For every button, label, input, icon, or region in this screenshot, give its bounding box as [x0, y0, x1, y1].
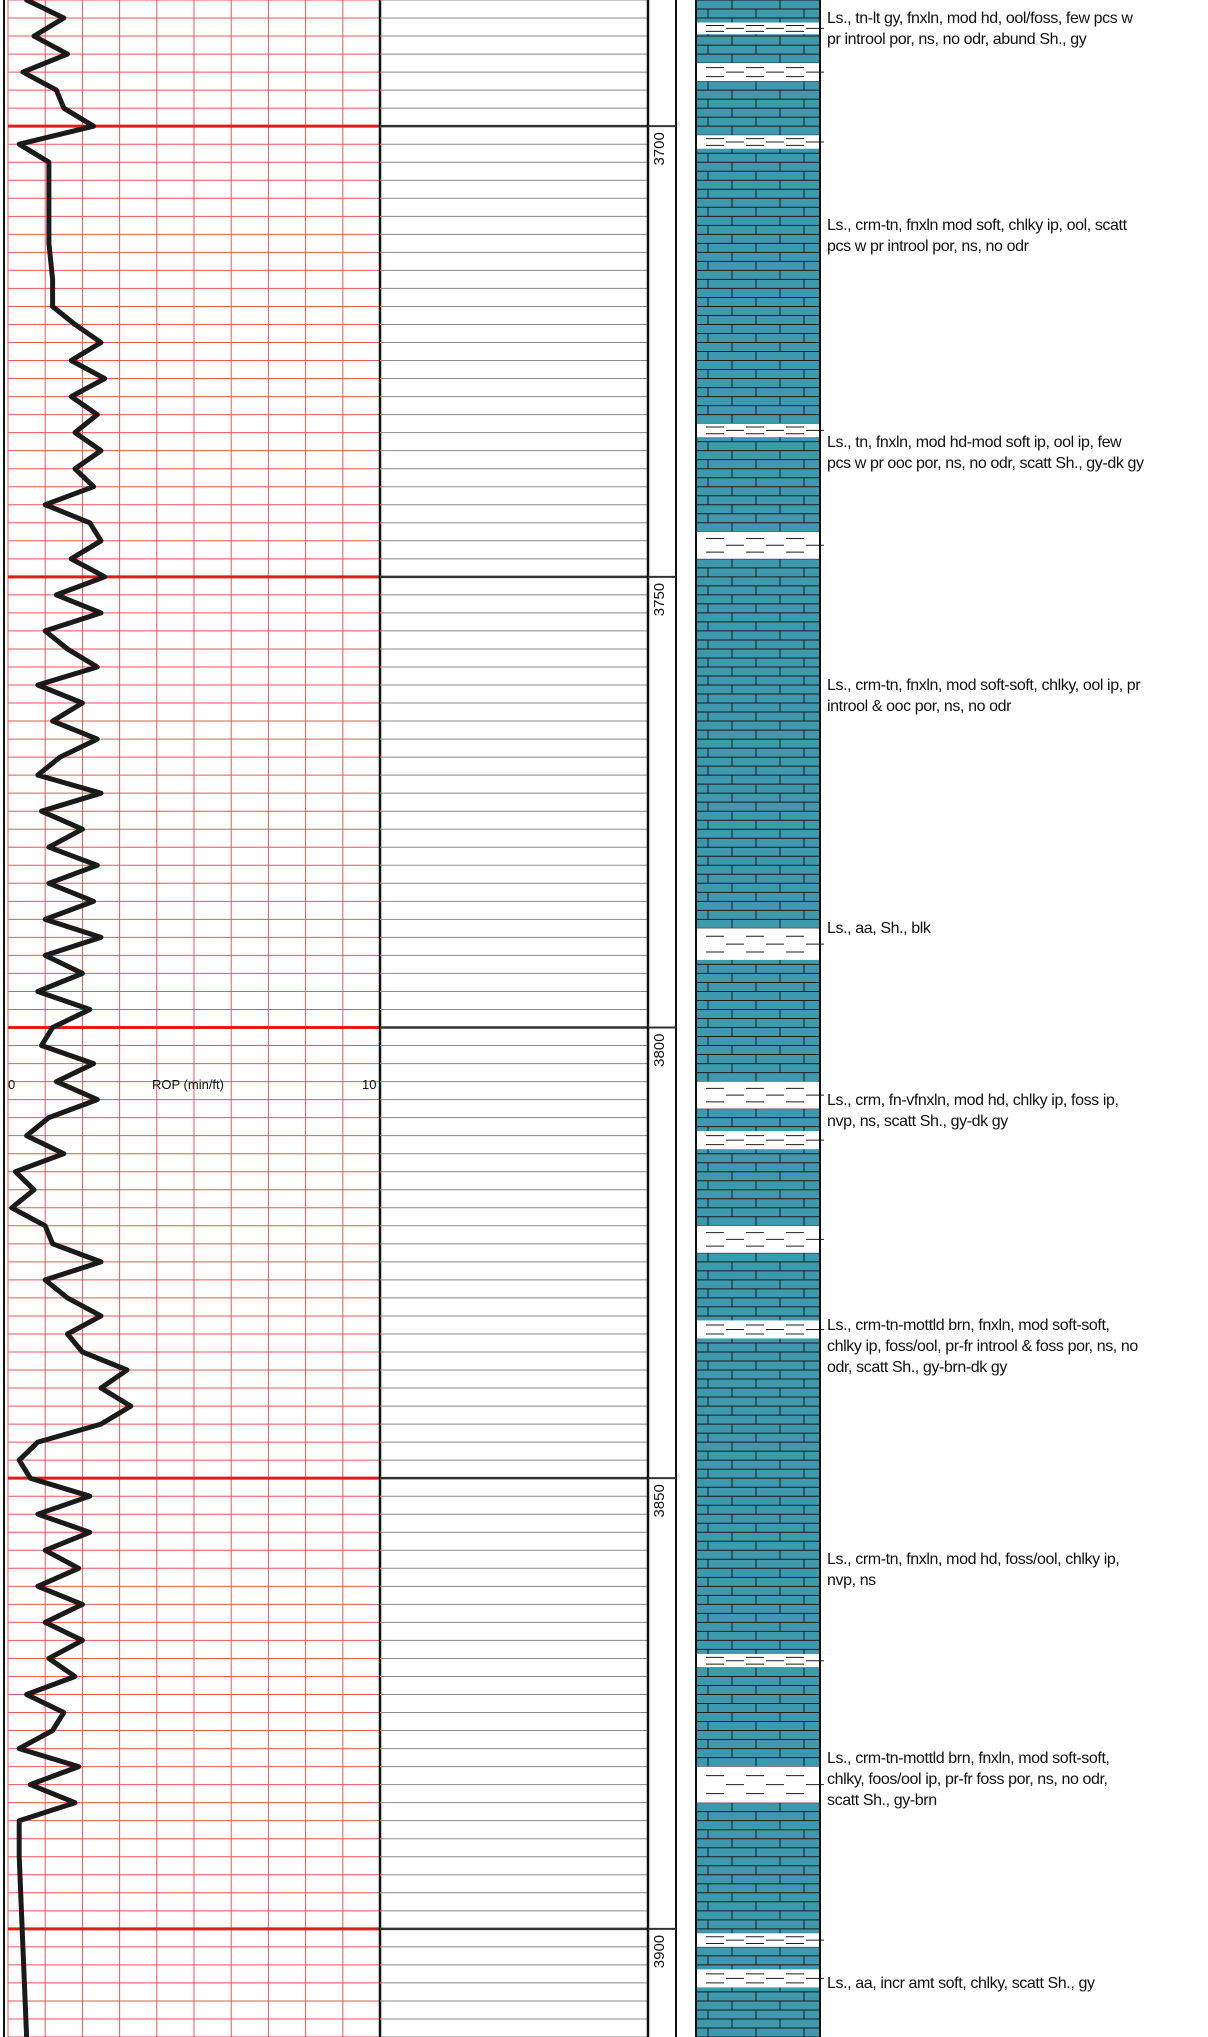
x-axis-label: ROP (min/ft) [152, 1077, 224, 1092]
x-axis-max-label: 10 [362, 1077, 376, 1092]
rop-series-line [9, 0, 134, 2037]
rop-track-grid [3, 0, 382, 2037]
lithology-description: Ls., crm-tn, fnxln, mod hd, foss/ool, ch… [827, 1549, 1207, 1591]
lithology-description: Ls., tn, fnxln, mod hd-mod soft ip, ool … [827, 432, 1207, 474]
description-line: pcs w pr introol por, ns, no odr [827, 238, 1029, 256]
shale-bed [696, 1131, 820, 1150]
description-line: Ls., crm-tn, fnxln mod soft, chlky ip, o… [827, 217, 1127, 235]
lithology-description: Ls., aa, Sh., blk [827, 918, 1207, 939]
lithology-description: Ls., aa, incr amt soft, chlky, scatt Sh.… [827, 1973, 1207, 1994]
description-line: pr introol por, ns, no odr, abund Sh., g… [827, 31, 1087, 49]
description-line: Ls., crm-tn-mottld brn, fnxln, mod soft-… [827, 1316, 1110, 1334]
description-line: nvp, ns [827, 1572, 876, 1590]
description-line: chlky, foos/ool ip, pr-fr foss por, ns, … [827, 1770, 1108, 1788]
lithology-description: Ls., crm, fn-vfnxln, mod hd, chlky ip, f… [827, 1090, 1207, 1132]
description-line: odr, scatt Sh., gy-brn-dk gy [827, 1358, 1007, 1376]
shale-bed [696, 63, 820, 82]
shale-bed [696, 135, 820, 149]
shale-bed [696, 22, 820, 35]
shale-bed [696, 1081, 820, 1109]
description-line: pcs w pr ooc por, ns, no odr, scatt Sh.,… [827, 454, 1144, 472]
description-line: Ls., crm, fn-vfnxln, mod hd, chlky ip, f… [827, 1091, 1119, 1109]
depth-track: 3700 3750 3800 3850 3900 [648, 0, 677, 2037]
rop-curve-layer [9, 0, 134, 2037]
description-line: scatt Sh., gy-brn [827, 1791, 937, 1809]
shale-bed [696, 928, 820, 960]
shale-bed [696, 1653, 820, 1668]
lithology-description: Ls., crm-tn, fnxln mod soft, chlky ip, o… [827, 215, 1207, 257]
description-line: Ls., crm-tn, fnxln, mod soft-soft, chlky… [827, 677, 1141, 694]
description-line: Ls., tn, fnxln, mod hd-mod soft ip, ool … [827, 433, 1122, 451]
depth-label: 3750 [651, 583, 668, 616]
shale-bed [696, 1320, 820, 1339]
depth-label: 3900 [651, 1935, 668, 1968]
lithology-description: Ls., crm-tn-mottld brn, fnxln, mod soft-… [827, 1748, 1207, 1811]
depth-label: 3800 [651, 1034, 668, 1067]
description-line: nvp, ns, scatt Sh., gy-dk gy [827, 1112, 1008, 1130]
depth-label: 3700 [651, 132, 668, 165]
shale-bed [696, 1933, 820, 1947]
lithology-track [695, 0, 824, 2037]
description-line: Ls., crm-tn, fnxln, mod hd, foss/ool, ch… [827, 1551, 1120, 1569]
shale-bed [696, 531, 820, 559]
shale-bed [696, 1766, 820, 1803]
depth-label: 3850 [651, 1484, 668, 1517]
shale-bed [696, 1969, 820, 1988]
description-line: Ls., tn-lt gy, fnxln, mod hd, ool/foss, … [827, 10, 1133, 28]
description-line: Ls., aa, incr amt soft, chlky, scatt Sh.… [827, 1974, 1095, 1992]
x-axis-min-label: 0 [8, 1077, 15, 1092]
middle-track [380, 0, 650, 2037]
description-line: chlky ip, foss/ool, pr-fr introol & foss… [827, 1337, 1138, 1355]
description-line: Ls., crm-tn-mottld brn, fnxln, mod soft-… [827, 1749, 1110, 1767]
lithology-description: Ls., crm-tn, fnxln, mod soft-soft, chlky… [827, 675, 1207, 717]
shale-bed [696, 423, 820, 438]
description-line: introol & ooc por, ns, no odr [827, 698, 1012, 715]
description-line: Ls., aa, Sh., blk [827, 920, 931, 938]
lithology-description: Ls., crm-tn-mottld brn, fnxln, mod soft-… [827, 1315, 1207, 1378]
lithology-description: Ls., tn-lt gy, fnxln, mod hd, ool/foss, … [827, 8, 1207, 50]
shale-bed [696, 1225, 820, 1253]
